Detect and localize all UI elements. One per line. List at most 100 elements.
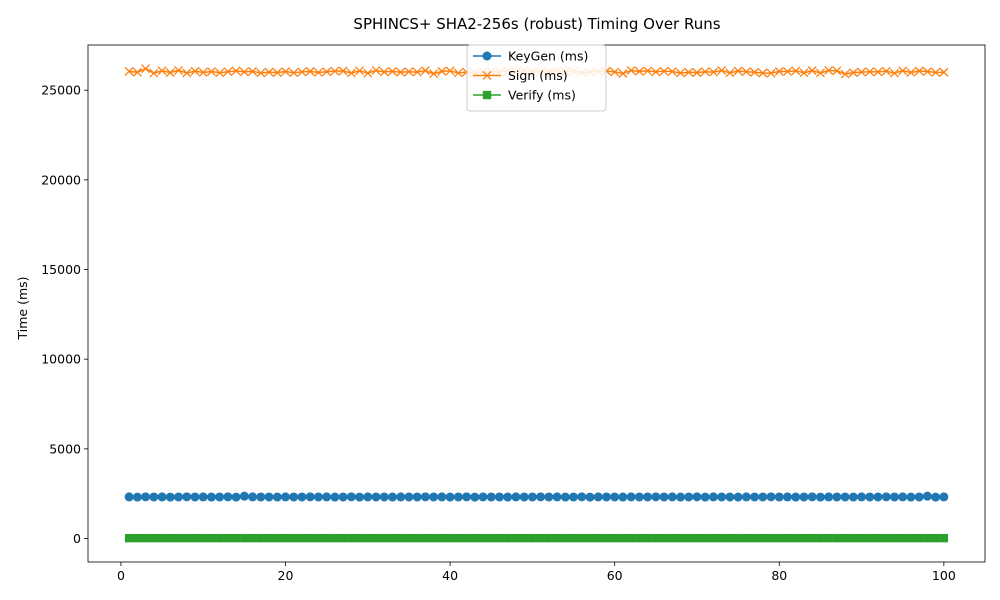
keygen-point [412, 492, 422, 502]
keygen-point [248, 492, 258, 502]
sign-point [149, 68, 159, 78]
verify-point [528, 533, 537, 543]
sign-point [906, 67, 916, 77]
sign-point [174, 66, 183, 75]
keygen-point [889, 492, 899, 502]
sign-point [157, 66, 167, 76]
keygen-point [174, 492, 184, 502]
sign-point [799, 68, 809, 78]
verify-point [388, 533, 397, 543]
keygen-point [338, 492, 348, 502]
verify-point [314, 533, 323, 543]
verify-point [865, 533, 874, 543]
legend-label: KeyGen (ms) [508, 49, 588, 64]
y-tick-label: 25000 [41, 83, 81, 98]
sign-point [239, 67, 249, 77]
verify-point [684, 533, 693, 543]
keygen-point [569, 492, 579, 502]
keygen-point [272, 492, 282, 502]
y-tick-label: 10000 [41, 352, 81, 367]
keygen-point [289, 492, 299, 502]
plot-frame [87, 44, 986, 563]
verify-point [561, 533, 570, 543]
keygen-point [404, 492, 414, 502]
verify-point [569, 533, 578, 543]
keygen-point [519, 492, 529, 502]
verify-point [635, 533, 644, 543]
verify-point [454, 533, 463, 543]
verify-point [421, 533, 430, 543]
verify-point [692, 533, 702, 543]
verify-point [412, 533, 422, 543]
keygen-point [322, 492, 332, 502]
keygen-point [503, 492, 513, 502]
verify-ms-series [124, 533, 949, 543]
verify-point [709, 533, 718, 543]
keygen-point [462, 492, 472, 502]
keygen-ms-series [124, 491, 949, 502]
sign-point [741, 67, 751, 77]
keygen-point [190, 492, 200, 502]
keygen-point [511, 492, 521, 502]
verify-point [141, 533, 150, 543]
verify-point [906, 533, 916, 543]
keygen-point [692, 492, 702, 502]
keygen-point [132, 492, 142, 502]
sign-point [420, 66, 430, 76]
legend-label: Sign (ms) [508, 68, 568, 83]
x-tick-label: 100 [932, 568, 956, 583]
keygen-point [544, 492, 554, 502]
keygen-point [223, 492, 233, 502]
verify-point [445, 533, 455, 543]
keygen-point [206, 492, 216, 502]
keygen-point [857, 492, 867, 502]
keygen-point [939, 492, 949, 502]
sign-point [898, 66, 908, 76]
plot-area [124, 64, 949, 543]
verify-point [832, 533, 842, 543]
keygen-point [313, 492, 323, 502]
sign-point [783, 67, 792, 77]
sign-point [684, 67, 694, 77]
verify-point [717, 533, 726, 543]
verify-point [231, 533, 241, 543]
sign-point [758, 68, 768, 78]
sign-point [297, 67, 307, 77]
verify-point [519, 533, 529, 543]
verify-point [322, 533, 331, 543]
keygen-point [832, 492, 842, 502]
keygen-point [766, 492, 776, 502]
verify-point [585, 533, 595, 543]
verify-point [799, 533, 809, 543]
sign-point [807, 66, 817, 76]
verify-point [273, 533, 282, 543]
sign-point [206, 67, 216, 77]
verify-point [610, 533, 619, 543]
keygen-point [264, 492, 274, 502]
sign-point [412, 67, 422, 77]
verify-point [157, 533, 167, 543]
keygen-point [634, 492, 644, 502]
keygen-point [774, 492, 784, 502]
verify-point [355, 533, 364, 543]
keygen-point [799, 492, 809, 502]
sign-point [231, 66, 241, 76]
keygen-point [733, 492, 743, 502]
verify-point [594, 533, 603, 543]
verify-point [849, 533, 858, 543]
legend-marker [482, 71, 492, 80]
keygen-point [494, 492, 504, 502]
keygen-point [676, 492, 686, 502]
verify-point [618, 533, 628, 543]
keygen-point [791, 492, 801, 502]
sign-point [215, 68, 225, 78]
verify-point [174, 533, 183, 543]
sign-point [873, 67, 883, 77]
keygen-point [429, 492, 439, 502]
sign-point [725, 68, 735, 78]
sign-point [281, 67, 290, 77]
legend: KeyGen (ms) Sign (ms) Verify (ms) [466, 44, 607, 112]
keygen-point [651, 492, 661, 502]
sign-point [396, 67, 406, 77]
